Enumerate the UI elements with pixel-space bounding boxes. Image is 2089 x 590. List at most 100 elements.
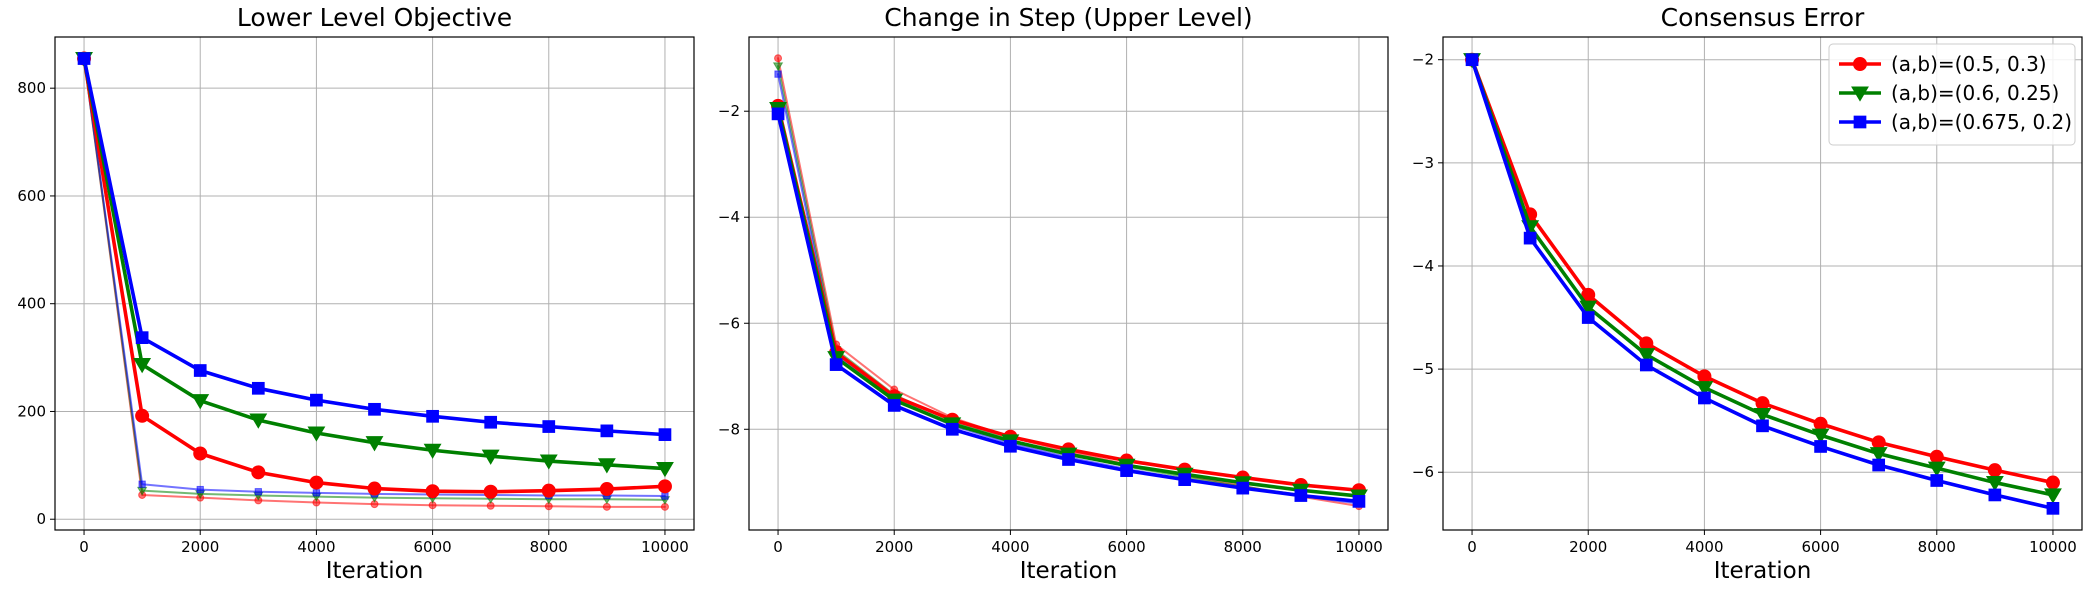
data-point — [1987, 463, 2002, 478]
data-point — [1178, 473, 1192, 486]
y-tick-label: −2 — [1412, 51, 1434, 69]
data-point — [1294, 489, 1308, 502]
data-point — [484, 415, 498, 429]
data-point — [310, 393, 323, 407]
x-axis-label: Iteration — [326, 558, 424, 584]
data-point — [367, 481, 382, 496]
x-tick-label: 8000 — [1918, 538, 1956, 556]
data-point — [1004, 439, 1017, 453]
chart-title: Consensus Error — [1661, 3, 1865, 32]
data-point — [599, 482, 614, 497]
y-tick-label: −4 — [718, 208, 740, 226]
x-tick-label: 8000 — [1224, 538, 1262, 556]
x-tick-label: 4000 — [1685, 538, 1723, 556]
series-6 — [774, 70, 1363, 508]
data-point — [312, 489, 321, 497]
data-point — [945, 422, 959, 436]
x-tick-label: 8000 — [530, 538, 568, 556]
data-point — [600, 424, 614, 438]
y-tick-label: −5 — [1412, 360, 1434, 378]
data-point — [191, 394, 210, 410]
data-point — [138, 480, 146, 488]
data-point — [1813, 416, 1828, 431]
data-point — [1927, 461, 1946, 477]
plot-frame — [748, 36, 1389, 531]
data-point — [77, 52, 91, 65]
data-point — [1871, 435, 1886, 450]
chart-title: Lower Level Objective — [237, 3, 512, 32]
plot-frame — [54, 36, 695, 531]
y-tick-label: 200 — [17, 402, 46, 420]
data-point — [657, 479, 672, 494]
data-point — [1988, 488, 2002, 502]
x-tick-label: 6000 — [413, 538, 451, 556]
data-point — [772, 62, 784, 72]
data-point — [1062, 453, 1075, 466]
legend: (a,b)=(0.5, 0.3) (a,b)=(0.6, 0.25) (a,b)=(… — [1828, 43, 2076, 146]
x-tick-label: 10000 — [1335, 538, 1383, 556]
y-tick-label: 800 — [17, 79, 46, 97]
data-point — [193, 364, 207, 377]
data-point — [251, 465, 266, 480]
y-tick-label: −8 — [718, 420, 740, 438]
grid — [749, 37, 1388, 530]
y-tick-label: −3 — [1412, 154, 1434, 172]
data-point — [251, 381, 265, 395]
x-tick-label: 6000 — [1801, 538, 1839, 556]
x-tick-label: 0 — [773, 538, 783, 556]
legend-label: (a,b)=(0.5, 0.3) — [1891, 52, 2047, 76]
data-point — [2045, 475, 2060, 490]
x-tick-label: 2000 — [181, 538, 219, 556]
data-point — [425, 484, 440, 499]
data-point — [2044, 488, 2062, 504]
chart-panel-2: 0 2000 4000 6000 8000 10000 −8 −6 −4 −2 Change in … — [718, 3, 1389, 584]
data-point — [597, 458, 616, 474]
y-tick-label: 600 — [17, 187, 46, 205]
data-point — [1698, 391, 1711, 405]
y-tick-label: −4 — [1412, 257, 1434, 275]
data-point — [661, 492, 669, 500]
x-tick-label: 4000 — [991, 538, 1029, 556]
series-5 — [772, 62, 1365, 508]
data-point — [135, 408, 150, 423]
data-point — [1814, 440, 1827, 453]
y-tick-label: −6 — [718, 314, 740, 332]
y-tick-label: 0 — [36, 510, 46, 528]
data-point — [541, 483, 556, 498]
data-point — [249, 413, 268, 429]
data-point — [1811, 428, 1830, 444]
data-point — [1523, 231, 1537, 245]
data-point — [309, 475, 324, 490]
data-point — [1639, 358, 1653, 372]
series-1 — [77, 51, 672, 499]
x-tick-label: 4000 — [297, 538, 335, 556]
legend-box — [1828, 43, 2076, 146]
data-point — [1755, 396, 1770, 411]
series-3 — [77, 52, 672, 441]
data-point — [656, 462, 674, 478]
data-point — [1929, 449, 1944, 464]
chart-title: Change in Step (Upper Level) — [884, 3, 1252, 32]
series-line — [776, 104, 1361, 493]
data-point — [2046, 501, 2060, 515]
data-point — [1236, 481, 1250, 495]
legend-label: (a,b)=(0.675, 0.2) — [1891, 110, 2072, 134]
data-point — [1695, 381, 1714, 397]
y-tick-label: −6 — [1412, 463, 1434, 481]
legend-label: (a,b)=(0.6, 0.25) — [1891, 81, 2059, 105]
data-point — [1753, 407, 1772, 424]
chart-panel-3: 0 2000 4000 6000 8000 10000 −6 −5 −4 −3 −2 Consensu… — [1412, 3, 2083, 584]
data-point — [1639, 336, 1654, 351]
x-axis-label: Iteration — [1020, 558, 1118, 584]
legend-marker — [1853, 115, 1867, 129]
series-3 — [771, 107, 1366, 508]
data-point — [1985, 476, 2004, 492]
series-line — [777, 65, 1360, 504]
series-line — [777, 73, 1360, 505]
data-point — [774, 70, 782, 78]
data-point — [1930, 474, 1944, 487]
data-point — [829, 358, 843, 371]
series-3 — [1465, 53, 2060, 515]
legend-entry: (a,b)=(0.5, 0.3) — [1839, 52, 2047, 76]
